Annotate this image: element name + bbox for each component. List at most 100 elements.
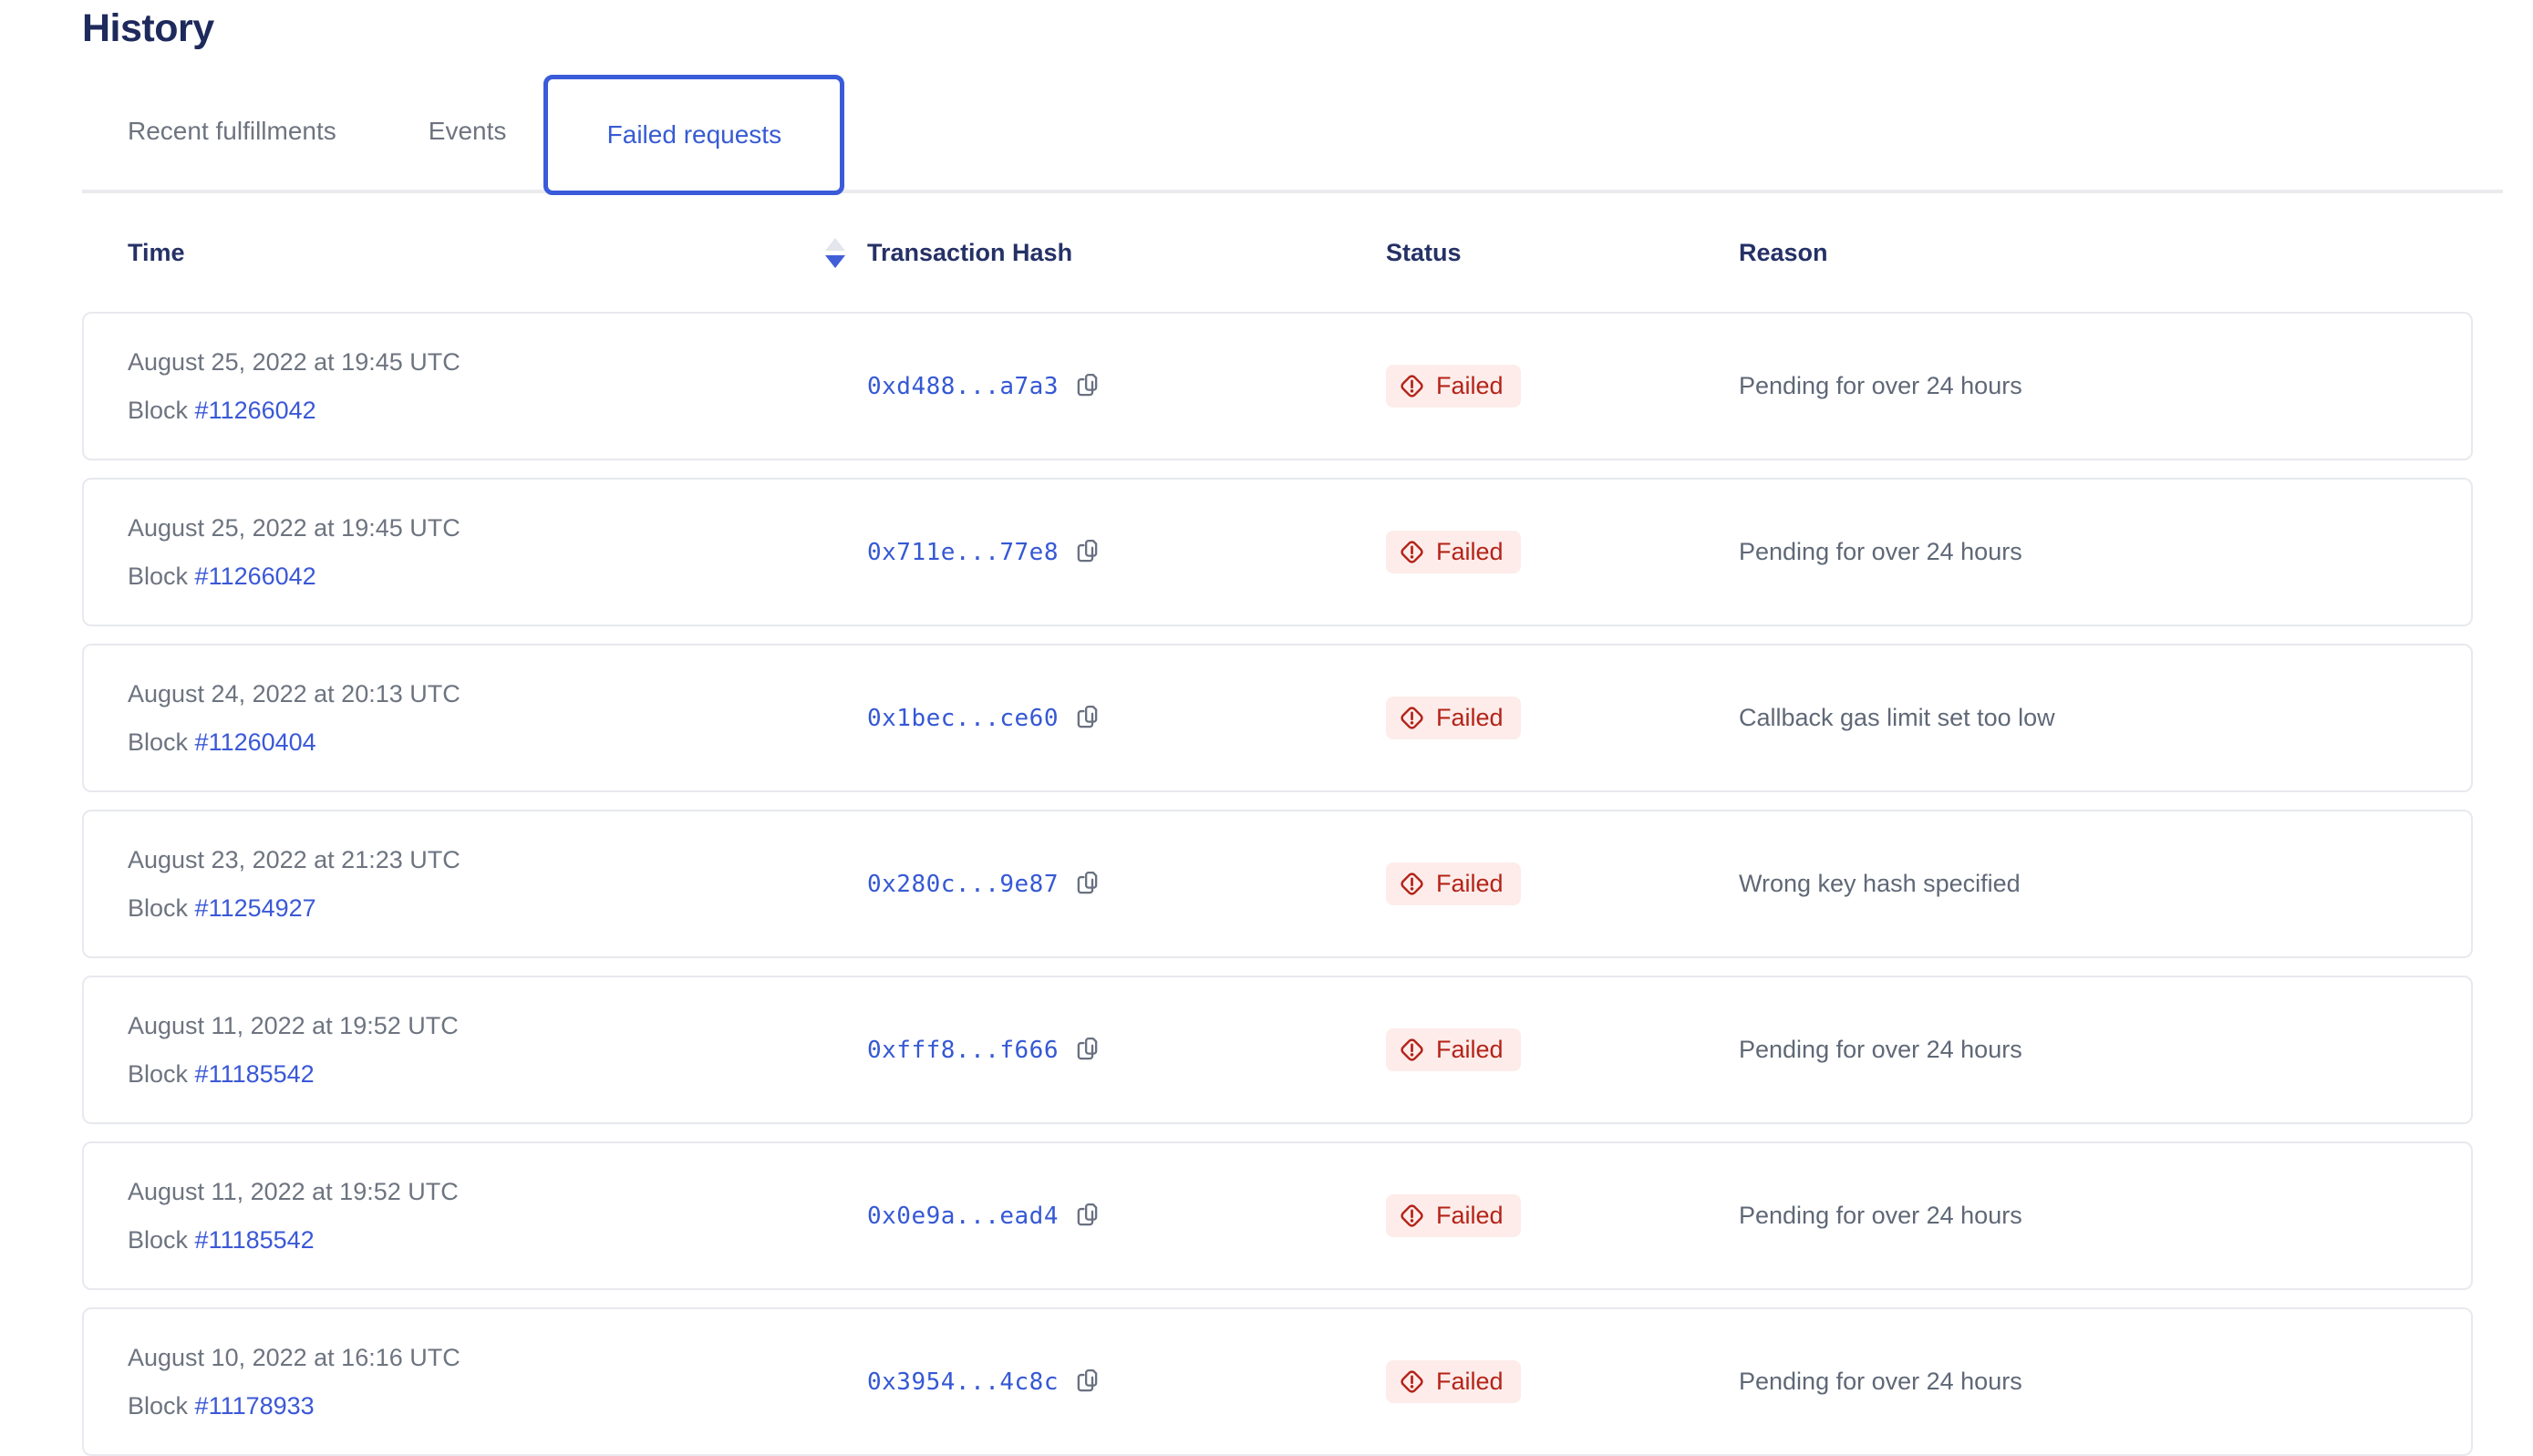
transaction-hash-cell: 0x711e...77e8 [867, 537, 1386, 567]
transaction-hash-link[interactable]: 0x3954...4c8c [867, 1368, 1059, 1396]
status-cell: Failed [1386, 1028, 1739, 1071]
tab-recent-fulfillments[interactable]: Recent fulfillments [128, 117, 336, 145]
status-badge: Failed [1386, 531, 1521, 573]
status-cell: Failed [1386, 1360, 1739, 1403]
history-section: History Recent fulfillments Events Faile… [82, 0, 2503, 1456]
status-badge: Failed [1386, 862, 1521, 905]
failed-alert-diamond-icon [1401, 873, 1423, 895]
row-block: Block #11266042 [128, 395, 867, 426]
block-label: Block [128, 1226, 189, 1254]
table-row: August 11, 2022 at 19:52 UTC Block #1118… [82, 1141, 2473, 1290]
block-number-link[interactable]: #11185542 [194, 1226, 315, 1254]
block-label: Block [128, 894, 189, 922]
failed-alert-diamond-icon [1401, 1370, 1423, 1393]
time-cell: August 11, 2022 at 19:52 UTC Block #1118… [128, 1010, 867, 1089]
row-block: Block #11178933 [128, 1390, 867, 1421]
transaction-hash-cell: 0x3954...4c8c [867, 1367, 1386, 1397]
status-badge: Failed [1386, 1194, 1521, 1237]
status-cell: Failed [1386, 531, 1739, 573]
column-header-status[interactable]: Status [1386, 238, 1462, 266]
status-cell: Failed [1386, 697, 1739, 739]
status-badge: Failed [1386, 697, 1521, 739]
status-cell: Failed [1386, 365, 1739, 408]
copy-icon[interactable] [1072, 869, 1102, 899]
copy-icon[interactable] [1072, 1201, 1102, 1231]
block-number-link[interactable]: #11266042 [194, 563, 316, 590]
block-label: Block [128, 397, 189, 424]
copy-icon[interactable] [1072, 703, 1102, 733]
row-time: August 25, 2022 at 19:45 UTC [128, 514, 460, 542]
time-cell: August 11, 2022 at 19:52 UTC Block #1118… [128, 1176, 867, 1255]
block-number-link[interactable]: #11266042 [194, 397, 316, 424]
status-badge: Failed [1386, 1360, 1521, 1403]
copy-icon[interactable] [1072, 537, 1102, 567]
sort-down-triangle-icon [825, 254, 845, 268]
copy-icon[interactable] [1072, 371, 1102, 401]
row-reason: Wrong key hash specified [1739, 870, 2021, 897]
column-header-time[interactable]: Time [128, 237, 867, 268]
row-reason: Pending for over 24 hours [1739, 538, 2022, 565]
column-header-reason[interactable]: Reason [1739, 238, 1828, 266]
block-label: Block [128, 563, 189, 590]
status-badge: Failed [1386, 365, 1521, 408]
table-header: Time Transaction Hash Status Reason [82, 193, 2473, 312]
transaction-hash-cell: 0xfff8...f666 [867, 1035, 1386, 1065]
table-row: August 23, 2022 at 21:23 UTC Block #1125… [82, 810, 2473, 958]
failed-alert-diamond-icon [1401, 1038, 1423, 1061]
row-reason: Pending for over 24 hours [1739, 1368, 2022, 1395]
status-label: Failed [1436, 1202, 1504, 1229]
time-cell: August 10, 2022 at 16:16 UTC Block #1117… [128, 1342, 867, 1421]
transaction-hash-link[interactable]: 0xd488...a7a3 [867, 372, 1059, 400]
column-header-time-label: Time [128, 238, 185, 266]
table-row: August 25, 2022 at 19:45 UTC Block #1126… [82, 312, 2473, 460]
failed-alert-diamond-icon [1401, 375, 1423, 398]
block-label: Block [128, 728, 189, 756]
transaction-hash-cell: 0x0e9a...ead4 [867, 1201, 1386, 1231]
status-label: Failed [1436, 1036, 1504, 1063]
row-block: Block #11185542 [128, 1058, 867, 1089]
block-number-link[interactable]: #11178933 [194, 1392, 315, 1420]
block-number-link[interactable]: #11185542 [194, 1060, 315, 1088]
table-row: August 25, 2022 at 19:45 UTC Block #1126… [82, 478, 2473, 626]
time-cell: August 24, 2022 at 20:13 UTC Block #1126… [128, 678, 867, 758]
transaction-hash-link[interactable]: 0xfff8...f666 [867, 1036, 1059, 1064]
block-number-link[interactable]: #11254927 [194, 894, 316, 922]
table-body: August 25, 2022 at 19:45 UTC Block #1126… [82, 312, 2473, 1456]
status-label: Failed [1436, 1368, 1504, 1395]
transaction-hash-link[interactable]: 0x1bec...ce60 [867, 704, 1059, 732]
table-row: August 11, 2022 at 19:52 UTC Block #1118… [82, 976, 2473, 1124]
sort-up-triangle-icon [825, 237, 845, 251]
table-row: August 24, 2022 at 20:13 UTC Block #1126… [82, 644, 2473, 792]
row-reason: Pending for over 24 hours [1739, 372, 2022, 399]
failed-alert-diamond-icon [1401, 541, 1423, 563]
transaction-hash-link[interactable]: 0x0e9a...ead4 [867, 1202, 1059, 1230]
transaction-hash-link[interactable]: 0x280c...9e87 [867, 870, 1059, 898]
row-block: Block #11254927 [128, 893, 867, 924]
transaction-hash-cell: 0x1bec...ce60 [867, 703, 1386, 733]
column-header-transaction-hash[interactable]: Transaction Hash [867, 238, 1073, 266]
row-reason: Callback gas limit set too low [1739, 704, 2055, 731]
page-title: History [82, 6, 214, 50]
status-label: Failed [1436, 538, 1504, 565]
copy-icon[interactable] [1072, 1035, 1102, 1065]
failed-alert-diamond-icon [1401, 1204, 1423, 1227]
row-time: August 10, 2022 at 16:16 UTC [128, 1344, 460, 1371]
tab-events[interactable]: Events [428, 117, 507, 145]
transaction-hash-cell: 0x280c...9e87 [867, 869, 1386, 899]
block-label: Block [128, 1060, 189, 1088]
tab-failed-requests[interactable]: Failed requests [543, 75, 845, 195]
time-cell: August 25, 2022 at 19:45 UTC Block #1126… [128, 512, 867, 592]
block-label: Block [128, 1392, 189, 1420]
table-row: August 10, 2022 at 16:16 UTC Block #1117… [82, 1307, 2473, 1456]
time-cell: August 25, 2022 at 19:45 UTC Block #1126… [128, 346, 867, 426]
block-number-link[interactable]: #11260404 [194, 728, 316, 756]
row-reason: Pending for over 24 hours [1739, 1202, 2022, 1229]
transaction-hash-link[interactable]: 0x711e...77e8 [867, 538, 1059, 566]
row-block: Block #11185542 [128, 1224, 867, 1255]
failed-alert-diamond-icon [1401, 707, 1423, 729]
copy-icon[interactable] [1072, 1367, 1102, 1397]
sort-icon[interactable] [825, 237, 845, 268]
row-block: Block #11266042 [128, 561, 867, 592]
time-cell: August 23, 2022 at 21:23 UTC Block #1125… [128, 844, 867, 924]
row-block: Block #11260404 [128, 727, 867, 758]
